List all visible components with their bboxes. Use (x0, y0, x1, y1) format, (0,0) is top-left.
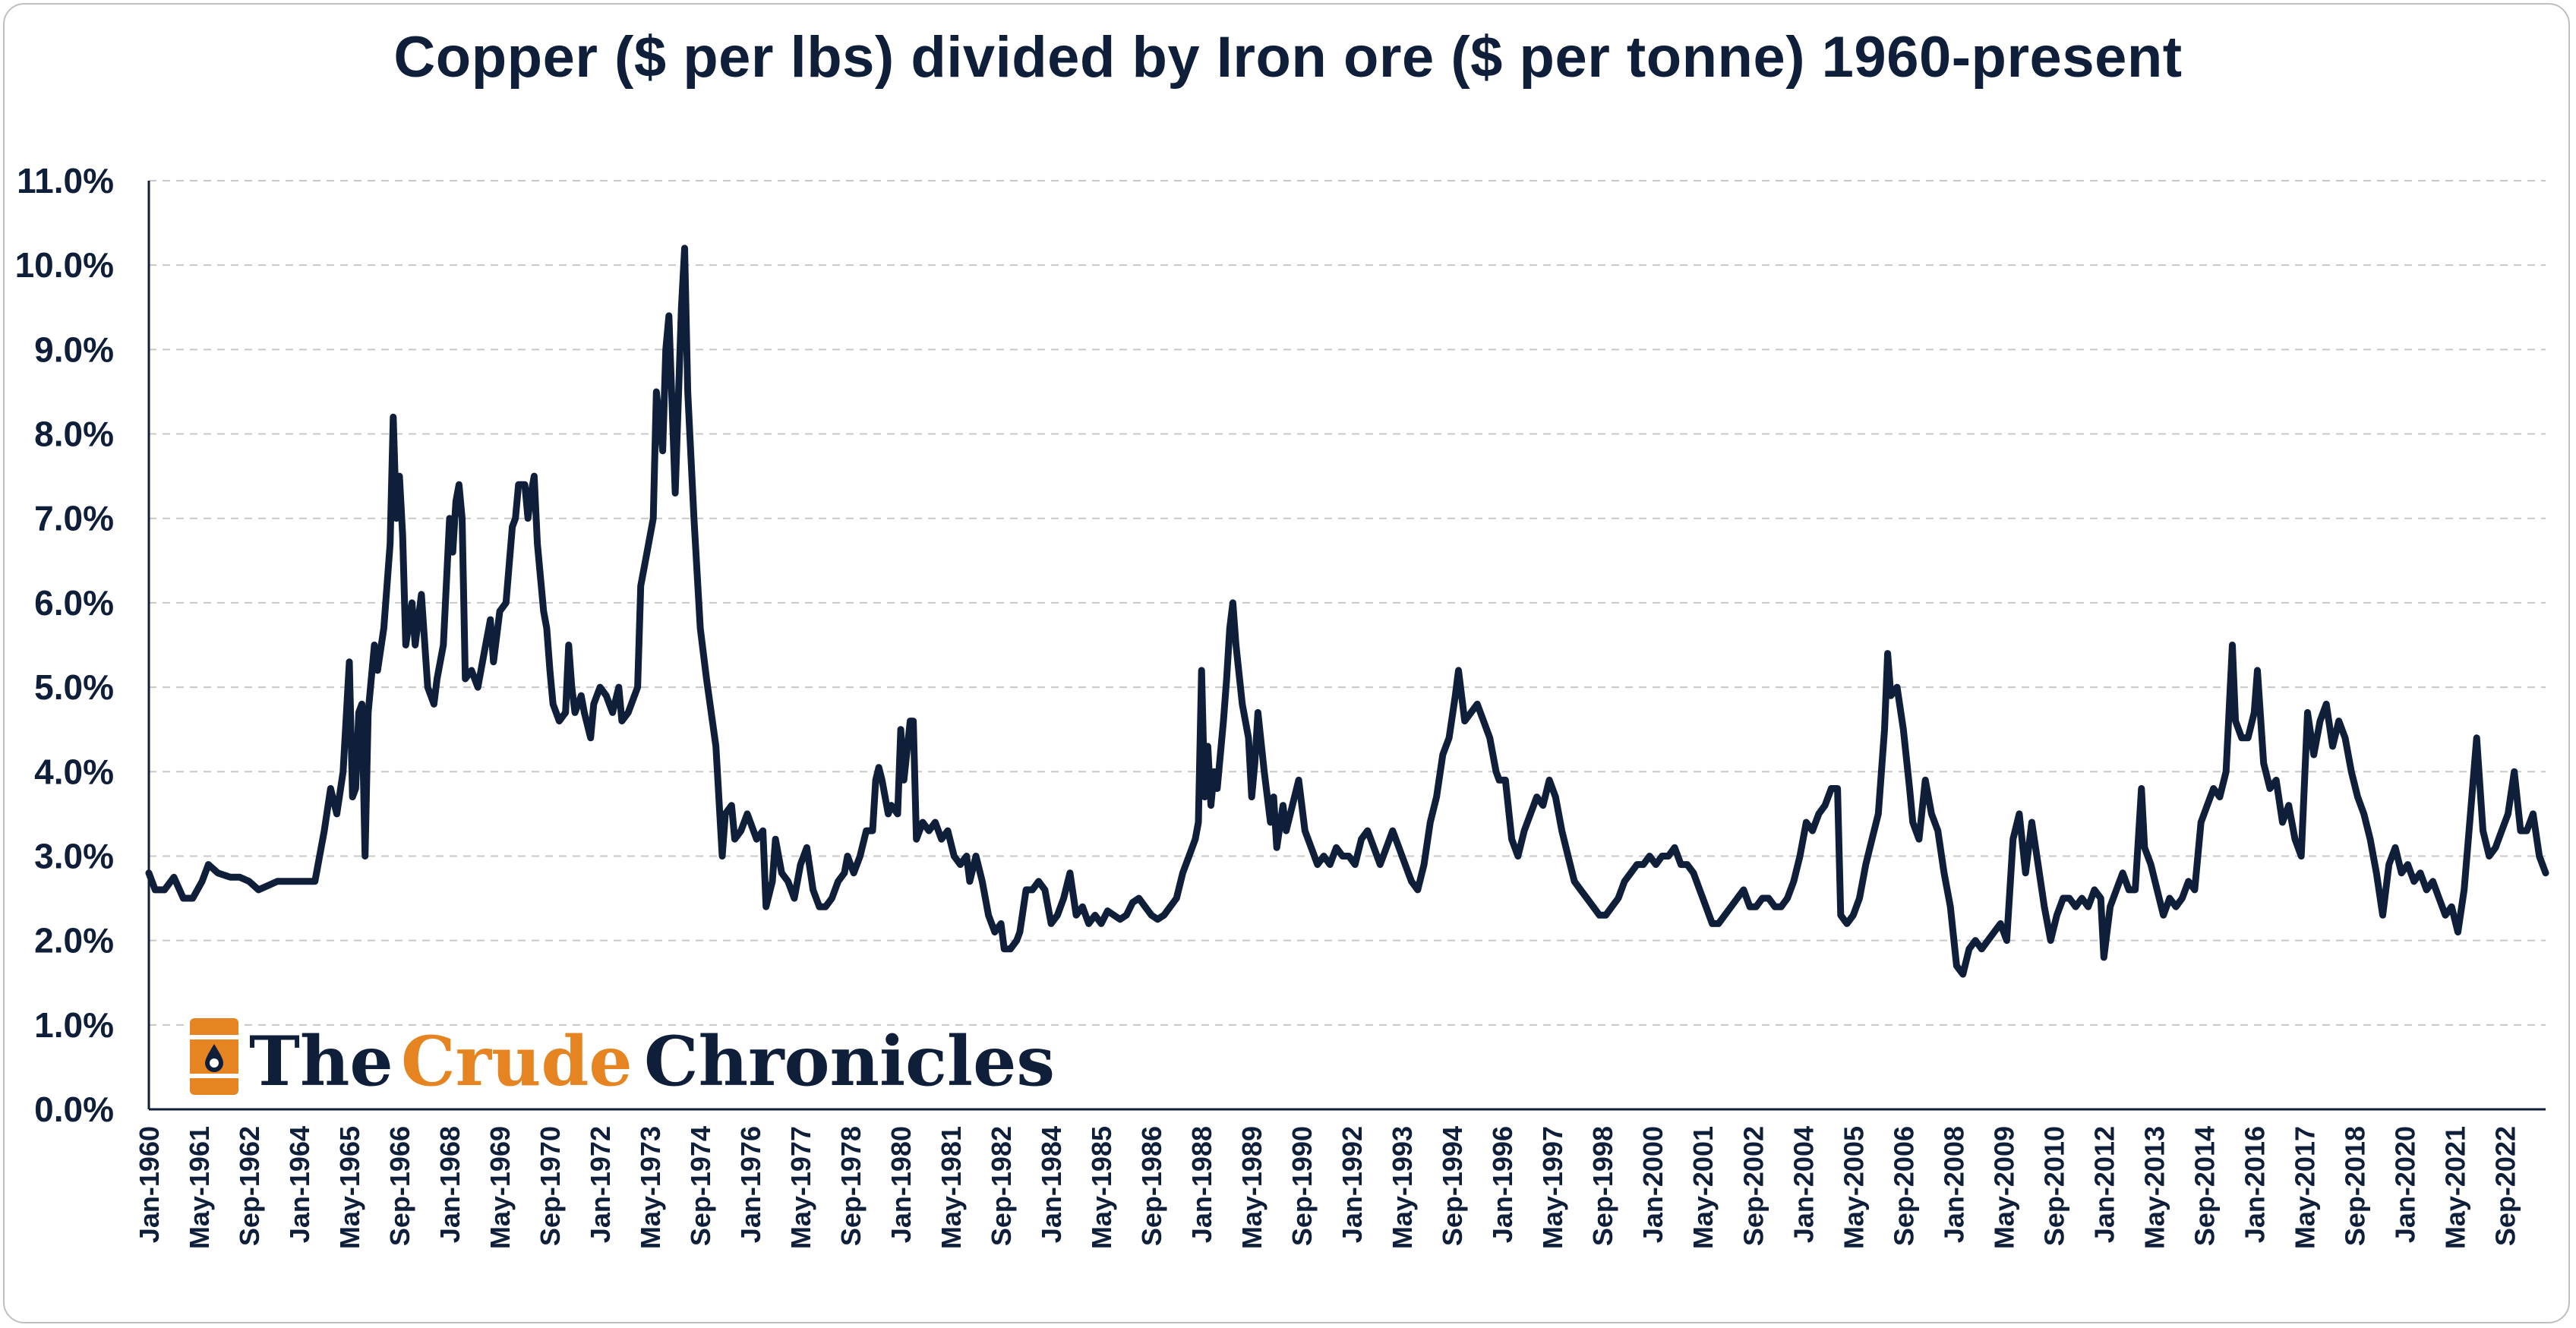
x-tick-label: Sep-2014 (2189, 1126, 2220, 1246)
x-tick-label: May-1973 (635, 1126, 666, 1249)
x-tick-label: Sep-1974 (685, 1126, 716, 1246)
x-tick-label: Sep-2002 (1738, 1126, 1769, 1246)
x-tick-label: Jan-2000 (1637, 1126, 1668, 1243)
x-tick-label: May-2009 (1988, 1126, 2019, 1249)
x-tick-label: May-1977 (785, 1126, 816, 1249)
y-tick-label: 3.0% (34, 836, 114, 875)
x-tick-label: Sep-2010 (2038, 1126, 2069, 1246)
crude-chronicles-logo: The Crude Chronicles (190, 1018, 1055, 1102)
x-tick-label: Sep-1990 (1286, 1126, 1318, 1246)
x-tick-label: Jan-2008 (1938, 1126, 1969, 1243)
x-tick-label: May-1993 (1387, 1126, 1418, 1249)
x-tick-label: Jan-1968 (434, 1126, 466, 1243)
y-tick-label: 6.0% (34, 583, 114, 623)
x-tick-label: May-1997 (1537, 1126, 1568, 1249)
x-tick-label: Jan-2020 (2389, 1126, 2420, 1243)
y-tick-label: 0.0% (34, 1090, 114, 1129)
x-tick-label: May-1965 (334, 1126, 365, 1249)
series-line (145, 244, 2549, 978)
x-tick-label: May-2005 (1838, 1126, 1869, 1249)
oil-barrel-icon (190, 1018, 238, 1095)
x-tick-label: Sep-1966 (384, 1126, 415, 1246)
y-tick-label: 7.0% (34, 499, 114, 538)
x-tick-label: Sep-2018 (2339, 1126, 2370, 1246)
x-tick-label: Sep-1994 (1437, 1126, 1468, 1246)
x-tick-label: Jan-1984 (1036, 1126, 1067, 1243)
x-tick-label: Jan-2004 (1788, 1126, 1819, 1243)
x-tick-label: Jan-1964 (284, 1126, 315, 1243)
y-tick-label: 2.0% (34, 921, 114, 961)
x-tick-label: Jan-1988 (1186, 1126, 1217, 1243)
logo-word-chronicles: Chronicles (644, 1021, 1055, 1102)
x-tick-label: May-1969 (485, 1126, 516, 1249)
x-tick-label: Jan-2012 (2088, 1126, 2120, 1243)
x-tick-label: Jan-1976 (735, 1126, 766, 1243)
x-tick-label: May-1981 (936, 1126, 967, 1249)
x-tick-label: May-2021 (2439, 1126, 2470, 1249)
chart-title: Copper ($ per lbs) divided by Iron ore (… (393, 25, 2183, 90)
logo-word-the: The (249, 1021, 393, 1102)
y-tick-label: 4.0% (34, 752, 114, 791)
x-axis-ticks: Jan-1960 May-1961 Sep-1962 Jan-1964 May-1965… (134, 1126, 2521, 1249)
x-tick-label: May-1985 (1086, 1126, 1117, 1249)
x-tick-label: Jan-2016 (2239, 1126, 2270, 1243)
x-tick-label: May-1961 (184, 1126, 215, 1249)
y-tick-label: 9.0% (34, 330, 114, 369)
x-tick-label: May-2013 (2139, 1126, 2170, 1249)
x-tick-label: May-2017 (2289, 1126, 2320, 1249)
y-tick-label: 8.0% (34, 415, 114, 454)
y-tick-label: 5.0% (34, 667, 114, 707)
logo-word-crude: Crude (401, 1021, 633, 1102)
x-tick-label: Sep-2022 (2489, 1126, 2521, 1246)
y-tick-label: 10.0% (15, 245, 114, 285)
x-tick-label: Jan-1972 (585, 1126, 616, 1243)
y-tick-label: 1.0% (34, 1005, 114, 1045)
chart-card (3, 3, 2570, 1323)
x-tick-label: Jan-1992 (1337, 1126, 1368, 1243)
x-tick-label: Sep-1998 (1587, 1126, 1618, 1246)
x-tick-label: Sep-1978 (835, 1126, 867, 1246)
x-tick-label: May-1989 (1236, 1126, 1267, 1249)
x-tick-label: May-2001 (1687, 1126, 1719, 1249)
x-tick-label: Sep-2006 (1888, 1126, 1919, 1246)
x-tick-label: Sep-1970 (535, 1126, 566, 1246)
x-tick-label: Sep-1986 (1136, 1126, 1167, 1246)
y-axis-ticks: 0.0% 1.0% 2.0% 3.0% 4.0% 5.0% 6.0% 7.0% 8.0% 9.0%… (15, 161, 114, 1129)
x-tick-label: Sep-1962 (234, 1126, 265, 1246)
x-tick-label: Jan-1996 (1487, 1126, 1518, 1243)
x-tick-label: Jan-1980 (886, 1126, 917, 1243)
x-tick-label: Jan-1960 (134, 1126, 165, 1243)
x-tick-label: Sep-1982 (986, 1126, 1017, 1246)
y-tick-label: 11.0% (17, 161, 114, 200)
